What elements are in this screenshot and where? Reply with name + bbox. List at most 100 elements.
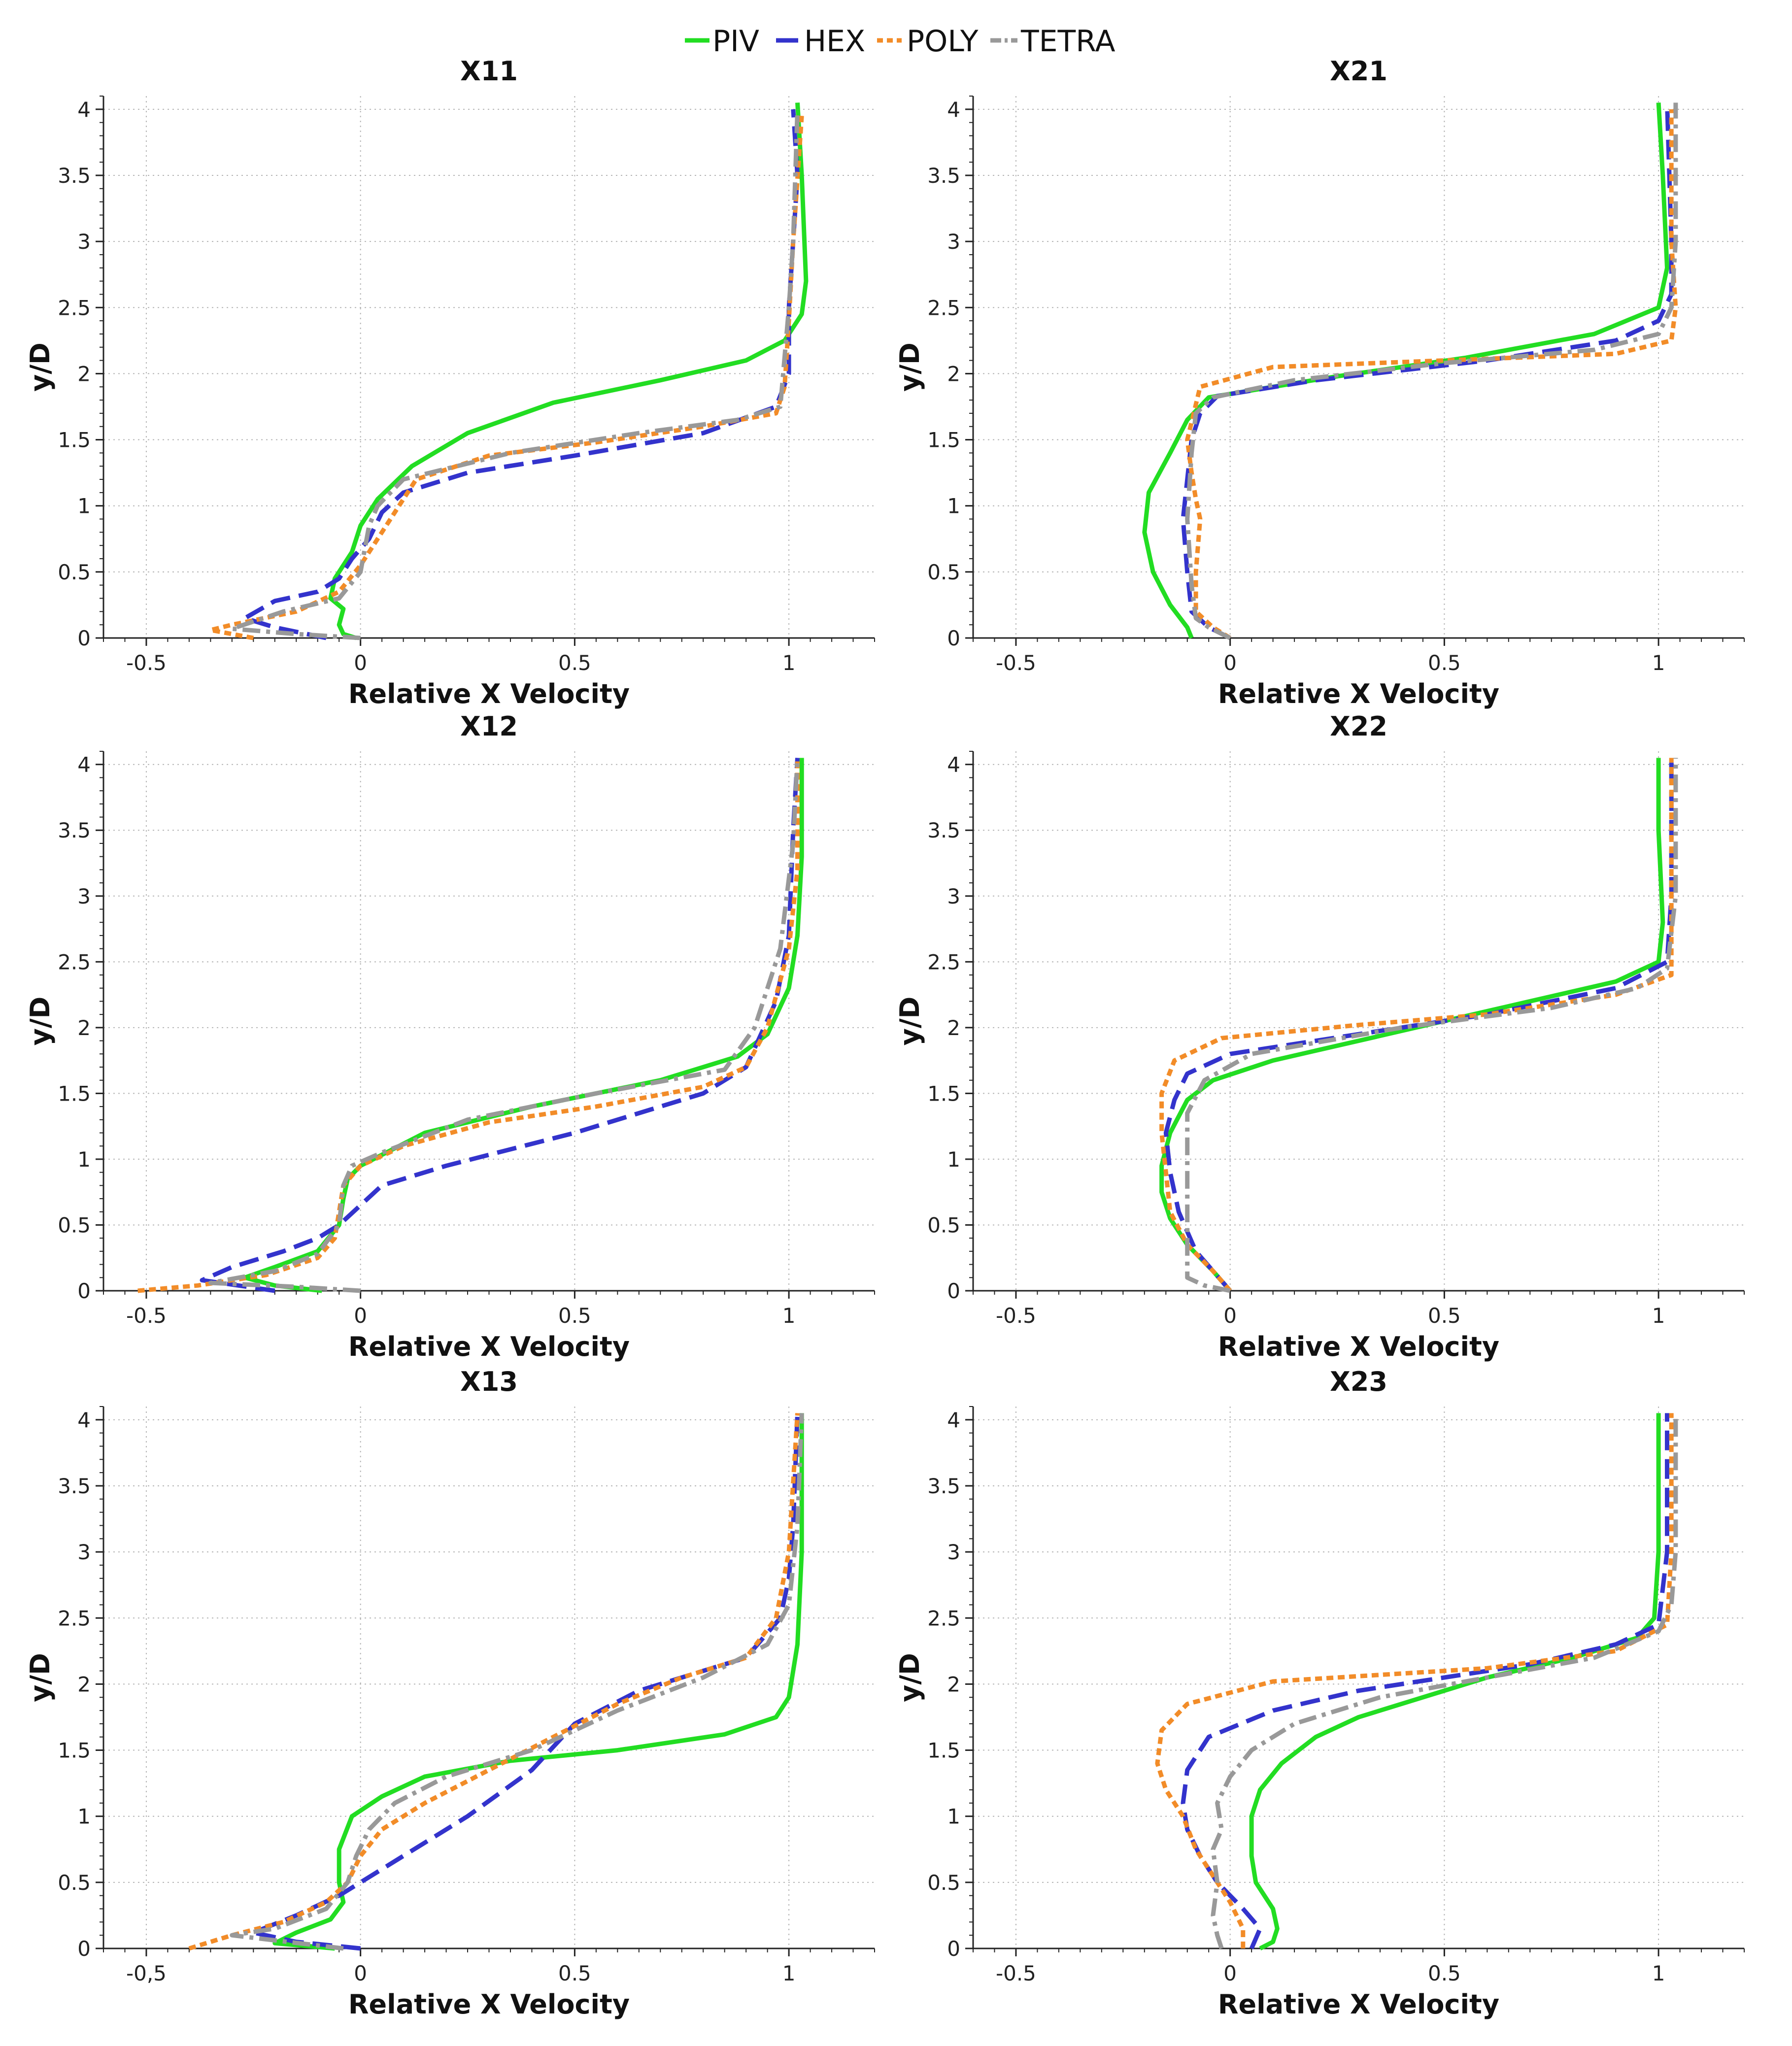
x-tick-label: -0.5 [996, 1304, 1036, 1328]
y-tick-label: 0 [77, 1937, 91, 1961]
series-line-tetra [1211, 1413, 1678, 1949]
y-tick-label: 3.5 [58, 164, 91, 188]
y-tick-label: 4 [77, 753, 91, 777]
x-tick-label: 0 [354, 1304, 367, 1328]
chart-title: X12 [460, 711, 518, 742]
legend: PIV HEX POLY TETRA [685, 24, 1116, 59]
x-tick-label: 1 [782, 1304, 796, 1328]
y-axis-label: y/D [894, 997, 925, 1046]
y-tick-label: 1 [947, 1805, 960, 1829]
series-line-tetra [230, 109, 800, 640]
series-line-tetra [208, 758, 800, 1293]
series-line-hex [200, 758, 800, 1293]
y-tick-label: 2.5 [58, 296, 91, 320]
x-axis-label: Relative X Velocity [348, 678, 630, 709]
series-line-piv [1159, 758, 1665, 1292]
x-tick-label: 0 [1223, 651, 1237, 675]
legend-item-poly: POLY [877, 24, 979, 59]
y-axis-label: y/D [894, 342, 925, 392]
x-tick-label: 1 [1652, 1961, 1665, 1985]
legend-item-hex: HEX [776, 24, 865, 59]
y-tick-label: 1.5 [927, 1081, 960, 1106]
y-tick-label: 0.5 [927, 1213, 960, 1237]
y-tick-label: 0.5 [58, 1213, 91, 1237]
x-tick-label: 1 [1652, 651, 1665, 675]
y-tick-label: 3 [947, 884, 960, 908]
y-tick-label: 3 [947, 1540, 960, 1564]
x-tick-label: -0.5 [126, 651, 167, 675]
y-axis-label: y/D [894, 1653, 925, 1702]
y-tick-label: 0 [947, 626, 960, 650]
series-line-hex [251, 1413, 800, 1951]
legend-label-poly: POLY [907, 24, 979, 59]
y-tick-label: 2.5 [927, 1606, 960, 1630]
y-tick-label: 3.5 [927, 818, 960, 842]
y-axis-label: y/D [25, 997, 56, 1046]
y-tick-label: 0 [947, 1937, 960, 1961]
series-line-tetra [1185, 758, 1678, 1293]
chart-title: X21 [1330, 56, 1387, 87]
x-axis-label: Relative X Velocity [1218, 1989, 1499, 2020]
x-tick-label: 0.5 [1428, 1961, 1461, 1985]
chart-title: X22 [1330, 711, 1387, 742]
chart-panel-x23: -0.5 0 0.5 1 0 0.5 1 1.5 2 2.5 3 3.5 4 X23 Relative X … [894, 1366, 1745, 2020]
y-tick-label: 3 [947, 230, 960, 254]
x-tick-label: 0 [354, 1961, 367, 1985]
chart-title: X23 [1330, 1366, 1387, 1397]
y-tick-label: 0 [947, 1279, 960, 1303]
y-tick-label: 0.5 [58, 560, 91, 584]
x-axis-label: Relative X Velocity [1218, 678, 1499, 709]
y-tick-label: 3 [77, 230, 91, 254]
x-tick-label: -0.5 [126, 1304, 167, 1328]
x-tick-label: 0 [1223, 1304, 1237, 1328]
y-axis-label: y/D [25, 342, 56, 392]
x-tick-label: 1 [1652, 1304, 1665, 1328]
y-tick-label: 1.5 [58, 428, 91, 452]
chart-panels: -0.5 0 0.5 1 0 0.5 1 1.5 2 2.5 3 3.5 4 X11 Relative X … [25, 56, 1745, 2020]
series-line-poly [1159, 758, 1674, 1292]
series-line-piv [272, 1413, 804, 1951]
y-tick-label: 3 [77, 1540, 91, 1564]
y-tick-label: 0.5 [927, 1871, 960, 1895]
y-tick-label: 1 [947, 1147, 960, 1172]
series-line-hex [1181, 102, 1674, 640]
legend-label-hex: HEX [804, 24, 865, 59]
chart-panel-x13: -0,5 0 0.5 1 0 0.5 1 1.5 2 2.5 3 3.5 4 X13 Relative X … [25, 1366, 875, 2020]
y-tick-label: 4 [947, 1408, 960, 1432]
legend-label-piv: PIV [712, 24, 759, 59]
chart-title: X11 [460, 56, 518, 87]
y-tick-label: 4 [947, 753, 960, 777]
x-tick-label: 0 [354, 651, 367, 675]
x-tick-label: -0.5 [996, 1961, 1036, 1985]
y-tick-label: 1.5 [927, 428, 960, 452]
x-tick-label: 0.5 [558, 651, 591, 675]
y-tick-label: 2 [77, 1672, 91, 1696]
y-tick-label: 2.5 [58, 1606, 91, 1630]
series-line-piv [328, 102, 809, 640]
y-tick-label: 1 [77, 1805, 91, 1829]
chart-panel-x12: -0.5 0 0.5 1 0 0.5 1 1.5 2 2.5 3 3.5 4 X12 Relative X … [25, 711, 875, 1362]
y-tick-label: 3.5 [58, 818, 91, 842]
y-tick-label: 3.5 [927, 1474, 960, 1498]
x-axis-label: Relative X Velocity [348, 1989, 630, 2020]
y-tick-label: 2 [947, 362, 960, 386]
legend-label-tetra: TETRA [1020, 24, 1116, 59]
series-line-hex [1163, 758, 1674, 1292]
chart-title: X13 [460, 1366, 518, 1397]
y-tick-label: 4 [947, 98, 960, 122]
y-tick-label: 2 [77, 362, 91, 386]
y-tick-label: 2.5 [927, 296, 960, 320]
y-tick-label: 2 [77, 1016, 91, 1040]
y-tick-label: 1.5 [927, 1739, 960, 1763]
y-tick-label: 4 [77, 98, 91, 122]
x-tick-label: 0 [1223, 1961, 1237, 1985]
legend-item-tetra: TETRA [990, 24, 1116, 59]
y-tick-label: 0.5 [58, 1871, 91, 1895]
x-tick-label: 0.5 [558, 1304, 591, 1328]
y-tick-label: 2.5 [58, 950, 91, 974]
series-line-tetra [1185, 102, 1678, 640]
x-tick-label: 0.5 [1428, 1304, 1461, 1328]
chart-panel-x22: -0.5 0 0.5 1 0 0.5 1 1.5 2 2.5 3 3.5 4 X22 Relative X … [894, 711, 1745, 1362]
